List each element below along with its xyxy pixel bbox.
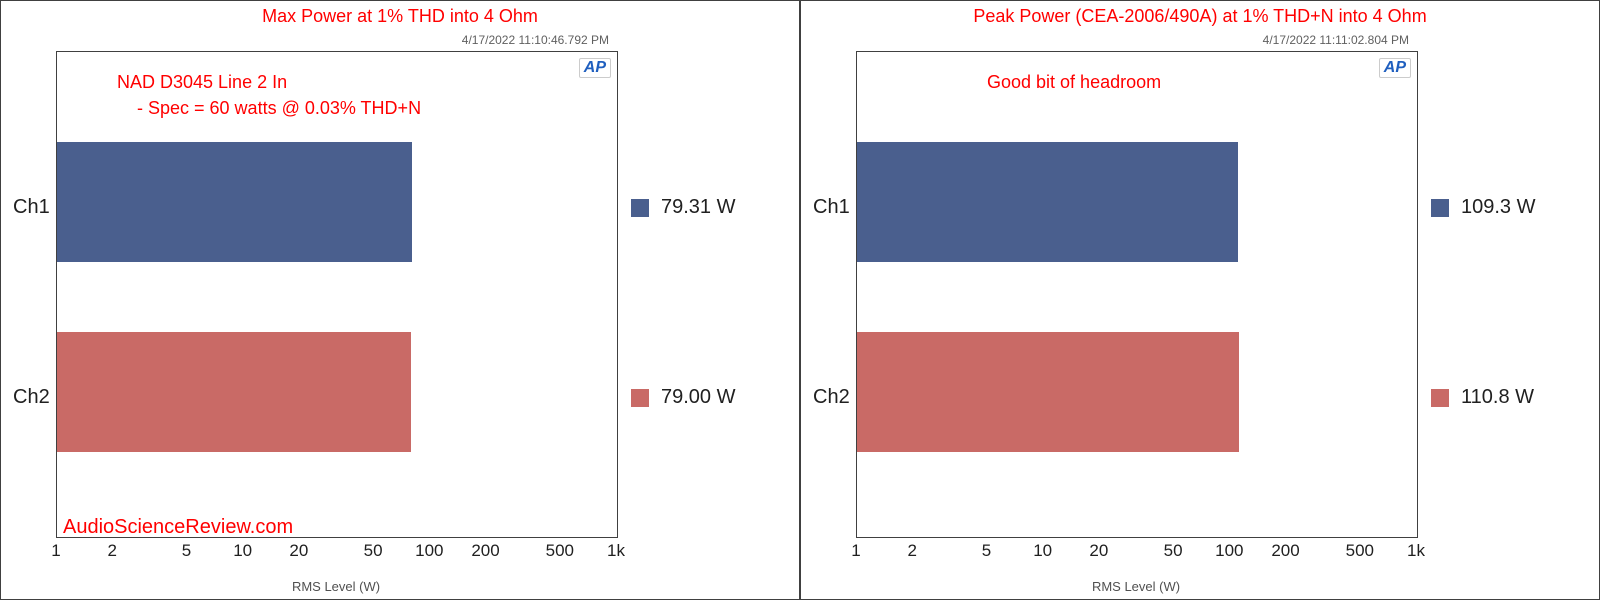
- annotation-line1: NAD D3045 Line 2 In: [117, 70, 287, 95]
- x-tick-label: 20: [1089, 541, 1108, 561]
- bar-ch1: [57, 142, 412, 262]
- ch1-axis-label: Ch1: [13, 196, 50, 219]
- x-tick-label: 5: [982, 541, 991, 561]
- timestamp-label: 4/17/2022 11:11:02.804 PM: [1263, 33, 1409, 47]
- right-chart-panel: Peak Power (CEA-2006/490A) at 1% THD+N i…: [800, 0, 1600, 600]
- legend-swatch-ch2: [631, 389, 649, 407]
- x-tick-label: 500: [1346, 541, 1374, 561]
- x-tick-label: 2: [907, 541, 916, 561]
- timestamp-label: 4/17/2022 11:10:46.792 PM: [462, 33, 609, 47]
- ap-watermark-icon: AP: [1379, 58, 1411, 78]
- x-axis: 1251020501002005001k: [856, 541, 1416, 561]
- legend-swatch-ch1: [1431, 199, 1449, 217]
- x-tick-label: 20: [289, 541, 308, 561]
- x-tick-label: 1k: [607, 541, 625, 561]
- x-tick-label: 100: [415, 541, 443, 561]
- legend-ch1: 79.31 W: [631, 196, 735, 219]
- ap-watermark-icon: AP: [579, 58, 611, 78]
- x-tick-label: 1: [851, 541, 860, 561]
- x-tick-label: 1: [51, 541, 60, 561]
- legend-ch2-value: 110.8 W: [1461, 386, 1534, 409]
- chart-title: Max Power at 1% THD into 4 Ohm: [1, 6, 799, 27]
- legend-ch1-value: 79.31 W: [661, 196, 735, 219]
- legend-ch1: 109.3 W: [1431, 196, 1535, 219]
- x-tick-label: 50: [364, 541, 383, 561]
- x-tick-label: 500: [546, 541, 574, 561]
- legend-ch2: 79.00 W: [631, 386, 735, 409]
- x-axis-label: RMS Level (W): [856, 579, 1416, 594]
- bar-ch2: [857, 332, 1239, 452]
- legend-ch1-value: 109.3 W: [1461, 196, 1535, 219]
- legend-swatch-ch1: [631, 199, 649, 217]
- ch2-axis-label: Ch2: [813, 386, 850, 409]
- x-tick-label: 1k: [1407, 541, 1425, 561]
- x-tick-label: 200: [471, 541, 499, 561]
- x-axis: 1251020501002005001k: [56, 541, 616, 561]
- annotation-line1: Good bit of headroom: [987, 70, 1161, 95]
- bar-ch1: [857, 142, 1238, 262]
- x-axis-label: RMS Level (W): [56, 579, 616, 594]
- x-tick-label: 10: [233, 541, 252, 561]
- legend-ch2-value: 79.00 W: [661, 386, 735, 409]
- legend-swatch-ch2: [1431, 389, 1449, 407]
- x-tick-label: 10: [1033, 541, 1052, 561]
- legend-ch2: 110.8 W: [1431, 386, 1534, 409]
- bar-ch2: [57, 332, 411, 452]
- annotation-line2: - Spec = 60 watts @ 0.03% THD+N: [137, 96, 421, 121]
- x-tick-label: 50: [1164, 541, 1183, 561]
- x-tick-label: 200: [1271, 541, 1299, 561]
- plot-area: AP NAD D3045 Line 2 In - Spec = 60 watts…: [56, 51, 618, 538]
- x-tick-label: 100: [1215, 541, 1243, 561]
- x-tick-label: 5: [182, 541, 191, 561]
- plot-area: AP Good bit of headroom: [856, 51, 1418, 538]
- chart-title: Peak Power (CEA-2006/490A) at 1% THD+N i…: [801, 6, 1599, 27]
- x-tick-label: 2: [107, 541, 116, 561]
- left-chart-panel: Max Power at 1% THD into 4 Ohm 4/17/2022…: [0, 0, 800, 600]
- ch2-axis-label: Ch2: [13, 386, 50, 409]
- credit-label: AudioScienceReview.com: [63, 516, 293, 539]
- ch1-axis-label: Ch1: [813, 196, 850, 219]
